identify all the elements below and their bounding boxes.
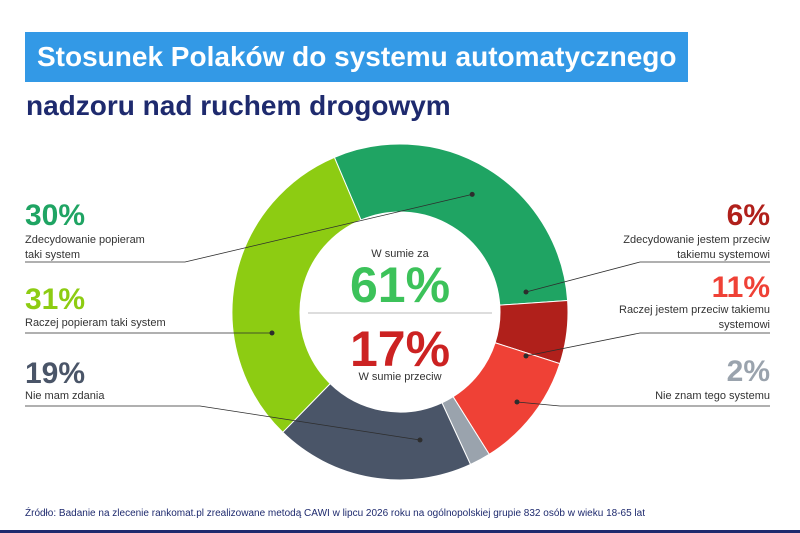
leader-dot-no-opinion bbox=[417, 437, 423, 443]
value-label-rather-against: 11% bbox=[711, 271, 770, 304]
center-for-value: 61% bbox=[350, 257, 450, 313]
leader-dot-rather-against bbox=[523, 353, 529, 359]
leader-dot-rather-support bbox=[269, 330, 275, 336]
footer-bar bbox=[0, 530, 800, 533]
center-against-label: W sumie przeciw bbox=[358, 371, 441, 383]
center-against-value: 17% bbox=[350, 321, 450, 377]
donut-slice-rather-support bbox=[231, 156, 362, 433]
chart-title-line2: nadzoru nad ruchem drogowym bbox=[26, 90, 451, 121]
leader-dot-strongly-against bbox=[523, 289, 529, 295]
donut-slice-strongly-support bbox=[333, 143, 569, 306]
leader-line-strongly-against bbox=[525, 261, 770, 293]
category-label-rather-against: Raczej jestem przeciw takiemu systemowi bbox=[619, 304, 770, 331]
category-label-rather-support: Raczej popieram taki system bbox=[25, 317, 166, 329]
center-for-label: W sumie za bbox=[371, 248, 429, 260]
category-label-dont-know: Nie znam tego systemu bbox=[655, 390, 770, 402]
value-label-strongly-support: 30% bbox=[25, 199, 86, 232]
chart-title-line1: Stosunek Polaków do systemu automatyczne… bbox=[25, 32, 689, 82]
source-note: Źródło: Badanie na zlecenie rankomat.pl … bbox=[25, 508, 645, 519]
value-label-rather-support: 31% bbox=[25, 283, 86, 316]
leader-dot-strongly-support bbox=[469, 191, 475, 197]
leader-line-dont-know bbox=[516, 401, 770, 407]
leader-line-rather-against bbox=[525, 332, 770, 357]
value-label-strongly-against: 6% bbox=[726, 199, 770, 232]
value-label-no-opinion: 19% bbox=[25, 357, 86, 390]
value-label-dont-know: 2% bbox=[726, 355, 770, 388]
leader-dot-dont-know bbox=[514, 399, 520, 405]
category-label-no-opinion: Nie mam zdania bbox=[25, 390, 105, 402]
leader-line-strongly-support bbox=[25, 194, 473, 263]
category-label-strongly-against: Zdecydowanie jestem przeciw takiemu syst… bbox=[623, 234, 770, 261]
leader-line-no-opinion bbox=[25, 405, 421, 441]
category-label-strongly-support: Zdecydowanie popieram taki system bbox=[25, 234, 145, 261]
